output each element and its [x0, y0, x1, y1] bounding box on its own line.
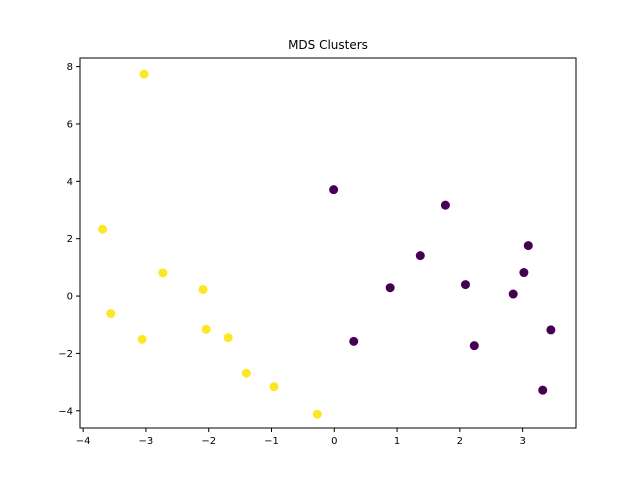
y-tick-label-6: 8 [67, 62, 73, 73]
data-point-s1-7 [508, 289, 518, 299]
points-layer [98, 69, 556, 419]
data-point-s0-5 [201, 324, 211, 334]
data-point-s1-1 [440, 200, 450, 210]
data-point-s1-0 [329, 185, 339, 195]
x-tick-label-4: 0 [331, 436, 337, 447]
data-point-s1-10 [469, 341, 479, 351]
x-tick-label-6: 2 [457, 436, 463, 447]
data-point-s0-2 [158, 268, 168, 278]
data-point-s0-4 [106, 309, 116, 319]
y-tick-label-3: 2 [67, 234, 73, 245]
data-point-s1-2 [523, 241, 533, 251]
data-point-s1-11 [538, 385, 548, 395]
x-tick-label-1: −3 [139, 436, 154, 447]
data-point-s0-7 [223, 333, 233, 343]
data-point-s0-10 [312, 409, 322, 419]
plot-area-frame [79, 57, 577, 429]
data-point-s0-8 [241, 368, 251, 378]
data-point-s0-9 [269, 382, 279, 392]
x-tick-label-2: −2 [201, 436, 216, 447]
data-point-s0-3 [198, 284, 208, 294]
data-point-s1-9 [349, 336, 359, 346]
data-point-s1-6 [385, 283, 395, 293]
data-point-s1-5 [460, 280, 470, 290]
data-point-s0-0 [139, 69, 149, 79]
x-tick-label-7: 3 [519, 436, 525, 447]
x-tick-label-5: 1 [394, 436, 400, 447]
data-point-s1-3 [415, 251, 425, 261]
y-tick-label-4: 4 [67, 177, 73, 188]
data-point-s1-4 [519, 268, 529, 278]
data-point-s0-1 [98, 224, 108, 234]
data-point-s0-6 [137, 334, 147, 344]
data-point-s1-8 [546, 325, 556, 335]
y-tick-label-0: −4 [58, 406, 73, 417]
y-tick-label-1: −2 [58, 349, 73, 360]
ticks-layer: −4 −3 −2 −1 0 1 2 3 −4 −2 0 2 4 6 8 [58, 62, 526, 447]
y-tick-label-5: 6 [67, 119, 73, 130]
chart-title: MDS Clusters [288, 38, 368, 52]
y-tick-label-2: 0 [67, 292, 73, 303]
x-tick-label-3: −1 [264, 436, 279, 447]
x-tick-label-0: −4 [76, 436, 91, 447]
